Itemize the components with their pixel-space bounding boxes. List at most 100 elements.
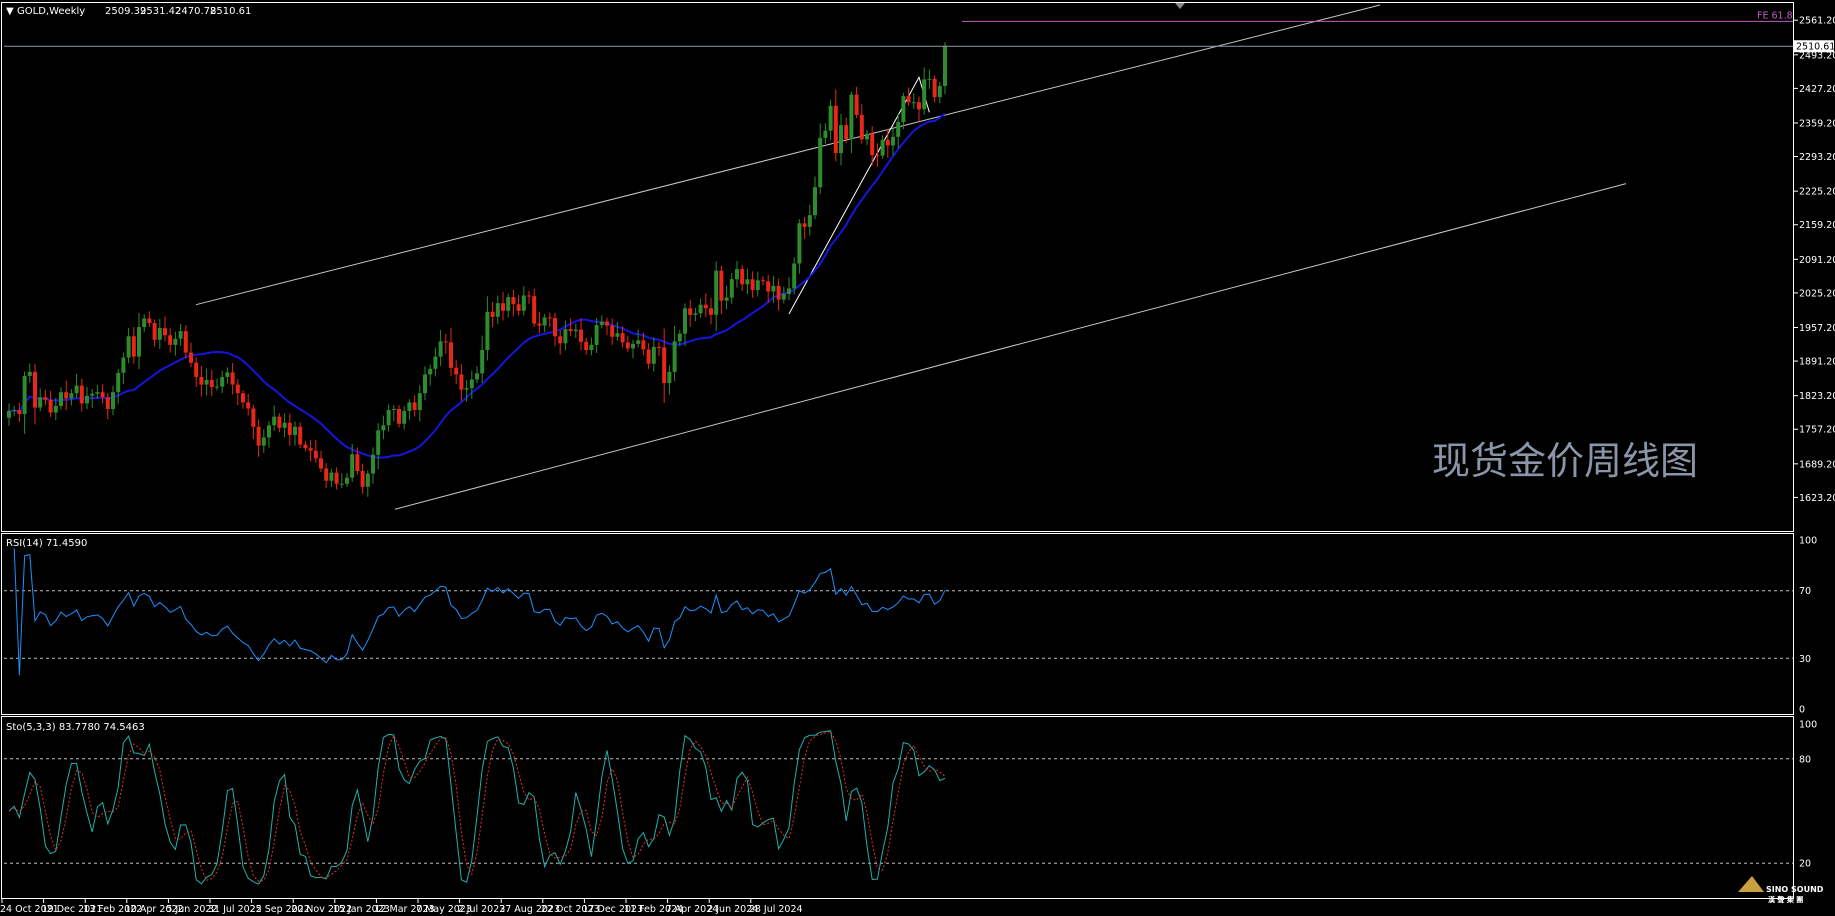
candle-body [85,395,89,404]
candle-body [854,94,859,115]
header-arrow[interactable]: ▼ [6,6,14,17]
price-tick-label: 2561.20 [1799,16,1835,27]
candle-body [605,321,609,326]
candle-body [12,410,17,412]
candle-body [412,402,417,411]
candle-body [381,425,386,431]
ohlc-high: 2531.42 [140,6,181,17]
candle-body [501,303,505,311]
candle-body [105,397,110,409]
candle-body [38,397,43,408]
candle-body [74,385,79,394]
candle-body [771,285,776,292]
candle-body [516,304,521,311]
candle-body [287,422,292,435]
candle-body [386,410,391,426]
price-tick-label: 1891.20 [1799,357,1835,368]
x-tick-label: 24 Oct 2021 [0,904,59,915]
x-tick-label: 31 Jul 2022 [208,904,262,915]
price-tick-label: 2427.20 [1799,84,1835,95]
candle-body [371,454,375,474]
candle-body [594,325,599,345]
candle-body [729,279,734,298]
candle-body [428,368,433,375]
rsi-line [13,548,946,676]
symbol-header: GOLD,Weekly [17,6,85,17]
candle-body [833,105,838,154]
candle-body [298,426,303,445]
candle-body [527,295,531,297]
x-tick-label: 13 Feb 2022 [83,904,142,915]
candle-body [563,329,568,344]
sino-sound-logo: SINO SOUND 漢 聲 集 團 [1738,876,1824,904]
stochastic-tick-label: 80 [1799,754,1811,765]
candle-body [911,102,916,104]
candle-body [568,329,573,332]
candle-body [657,346,661,348]
candle-body [797,223,802,264]
candle-body [802,223,807,227]
candle-body [880,139,885,156]
candle-body [111,392,115,409]
candle-body [745,279,750,285]
stochastic-d-line [8,730,946,882]
upper-channel-line [195,4,1381,306]
candle-body [464,388,469,390]
candle-body [355,454,360,472]
candle-body [433,356,438,369]
candle-body [459,374,464,390]
candle-body [33,371,37,408]
candle-body [251,408,256,427]
candle-body [438,341,443,357]
x-tick-label: 12 Mar 2023 [374,904,434,915]
candle-body [449,342,453,368]
stochastic-tick-label: 100 [1799,720,1817,731]
candle-body [693,313,698,315]
candle-body [490,311,495,317]
candle-body [573,329,578,332]
candle-body [423,374,427,394]
candle-body [303,444,308,449]
rsi-label: RSI(14) 71.4590 [6,538,87,549]
candle-body [943,46,947,86]
candle-body [724,297,729,301]
logo-name: SINO SOUND [1766,885,1824,894]
candle-body [22,375,27,415]
x-tick-label: 2 Jul 2023 [458,904,506,915]
candle-body [844,125,849,140]
candle-body [792,263,797,289]
fe-level-label: FE 61.8 [1757,10,1793,21]
x-tick-label: 7 May 2023 [416,904,472,915]
candle-body [839,125,843,154]
candle-body [625,342,630,349]
candle-body [859,114,864,140]
price-tick-label: 1689.20 [1799,459,1835,470]
x-tick-label: 25 Sep 2022 [250,904,310,915]
candle-body [719,270,724,301]
x-tick-label: 7 Apr 2024 [666,904,719,915]
candle-body [319,458,323,469]
candle-body [589,344,594,350]
price-tick-label: 1823.20 [1799,391,1835,402]
candle-body [121,357,126,373]
rsi-tick-label: 30 [1799,654,1811,665]
shift-marker-icon[interactable] [1175,3,1185,9]
wave-line [788,75,930,315]
price-tick-label: 1623.20 [1799,493,1835,504]
candle-body [204,379,209,385]
candle-body [59,392,63,406]
stochastic-tick-label: 20 [1799,859,1811,870]
candle-body [272,416,277,426]
price-tick-label: 1757.20 [1799,425,1835,436]
candle-body [334,472,339,484]
candle-body [891,136,895,146]
price-tick-label: 2359.20 [1799,118,1835,129]
candle-body [870,133,875,156]
candle-body [90,393,95,396]
price-tick-label: 2025.20 [1799,288,1835,299]
candle-body [740,269,745,285]
candle-body [365,473,370,487]
candle-body [417,393,422,411]
candle-body [485,311,490,350]
